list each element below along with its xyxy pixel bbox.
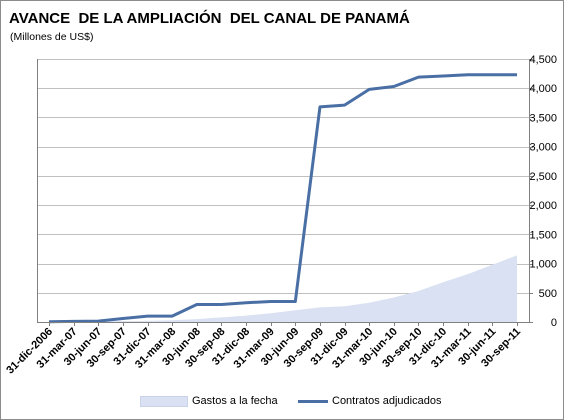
y-tick-label: 3,000 (529, 142, 557, 154)
legend-swatch-line (298, 399, 328, 403)
line-contratos (48, 73, 517, 324)
y-tick-label: 0 (551, 317, 557, 329)
axes (37, 59, 533, 326)
legend-label-contratos: Contratos adjudicados (332, 395, 442, 408)
legend-swatch-area (140, 395, 188, 407)
y-tick-label: 4,500 (529, 54, 557, 66)
x-tick-labels: 31-dic-200631-mar-0730-jun-0730-sep-0731… (4, 326, 523, 377)
y-tick-label: 2,000 (529, 200, 557, 212)
y-tick-labels: 0 500 1,000 1,500 2,000 2,500 3,000 3,500 4,000 4… (529, 54, 557, 329)
legend-item-gastos: Gastos a la fecha (140, 395, 278, 407)
legend: Gastos a la fecha Contratos adjudicados (0, 393, 564, 413)
y-tick-label: 1,500 (529, 229, 557, 241)
legend-item-contratos: Contratos adjudicados (298, 395, 441, 407)
y-tick-label: 1,000 (529, 259, 557, 271)
y-tick-label: 500 (539, 288, 557, 300)
y-tick-label: 4,000 (529, 83, 557, 95)
y-tick-label: 3,500 (529, 112, 557, 124)
legend-label-gastos: Gastos a la fecha (192, 395, 278, 408)
chart-subtitle: (Millones de US$) (10, 31, 94, 43)
chart-title: AVANCE DE LA AMPLIACIÓN DEL CANAL DE PAN… (9, 10, 410, 27)
y-tick-label: 2,500 (529, 171, 557, 183)
area-gastos (49, 255, 517, 322)
area-series (49, 255, 517, 322)
line-series (48, 73, 517, 324)
